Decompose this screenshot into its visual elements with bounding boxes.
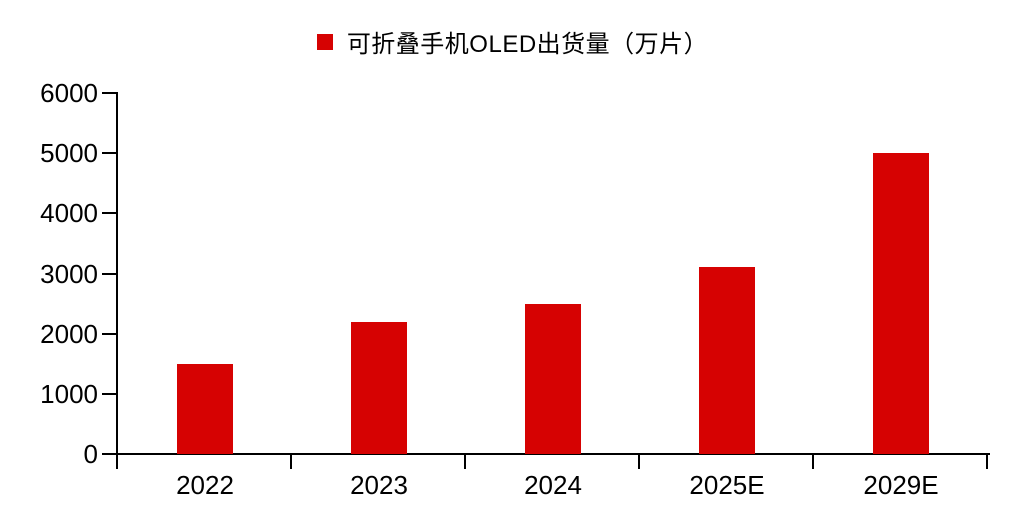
legend-label: 可折叠手机OLED出货量（万片）: [346, 31, 709, 58]
y-axis-tick: [102, 392, 116, 395]
y-axis-tick-label: 6000: [40, 78, 98, 108]
y-axis-tick: [102, 332, 116, 335]
bar-2025E: [699, 267, 755, 454]
x-axis-line: [116, 453, 990, 455]
y-axis-tick: [102, 272, 116, 275]
bar-2022: [177, 363, 233, 454]
x-axis-tick: [812, 455, 814, 469]
y-axis-tick-label: 2000: [40, 318, 98, 349]
y-axis-tick: [102, 152, 116, 155]
y-axis-tick: [102, 453, 116, 455]
x-axis-tick: [638, 455, 640, 469]
y-axis-tick: [102, 212, 116, 215]
legend-marker-icon: [316, 33, 333, 50]
x-axis-tick: [116, 455, 118, 469]
x-axis-tick: [290, 455, 292, 469]
y-axis-tick-label: 5000: [40, 138, 98, 169]
x-axis-tick-label: 2022: [176, 470, 234, 500]
y-axis-tick: [102, 92, 116, 94]
y-axis-tick-label: 1000: [40, 378, 98, 409]
x-axis-tick: [464, 455, 466, 469]
y-axis-tick-label: 3000: [40, 258, 98, 289]
bar-2024: [525, 303, 581, 454]
x-axis-tick: [986, 455, 988, 469]
y-axis-tick-label: 0: [83, 439, 98, 469]
y-axis-line: [116, 92, 118, 455]
x-axis-tick-label: 2029E: [863, 470, 939, 500]
bar-2023: [351, 321, 407, 454]
bar-2029E: [873, 153, 929, 454]
y-axis-tick-label: 4000: [40, 198, 98, 229]
x-axis-tick-label: 2024: [524, 470, 582, 500]
x-axis-tick-label: 2023: [350, 470, 408, 500]
legend: 可折叠手机OLED出货量（万片）: [0, 24, 1025, 59]
x-axis-tick-label: 2025E: [689, 470, 765, 500]
